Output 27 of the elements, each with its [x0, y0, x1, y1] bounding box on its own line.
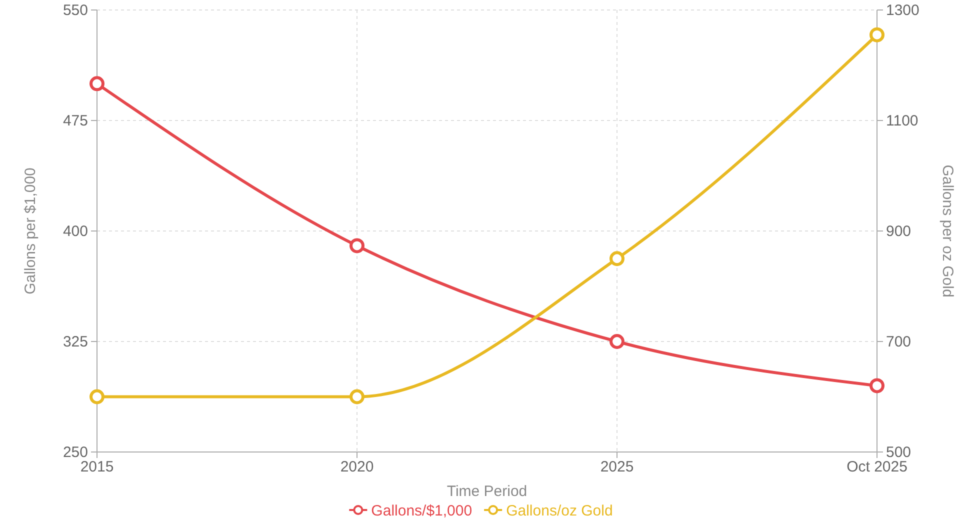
- point: [90, 389, 104, 404]
- point: [90, 76, 104, 92]
- point: [870, 27, 884, 42]
- point: [870, 378, 884, 394]
- y-tick-label: 325: [62, 333, 88, 350]
- y2-axis-title: Gallons per oz Gold: [939, 164, 956, 298]
- point: [350, 389, 364, 404]
- y-tick-label: 250: [62, 444, 88, 461]
- x-tick-label: Oct 2025: [846, 458, 908, 476]
- y-tick-label: 475: [62, 112, 88, 130]
- y-tick-label: 550: [62, 2, 88, 19]
- point: [610, 334, 624, 349]
- x-tick-label: 2015: [80, 458, 114, 476]
- y2-tick-label: 900: [886, 222, 912, 240]
- y2-tick-label: 1300: [886, 2, 920, 19]
- y2-tick-label: 1100: [886, 112, 918, 130]
- x-axis-title: Time Period: [446, 483, 528, 500]
- y-tick-label: 400: [62, 222, 88, 240]
- x-tick-label: 2020: [340, 458, 374, 476]
- legend-label: Gallons/oz Gold: [506, 502, 613, 520]
- legend-label: Gallons/$1,000: [371, 502, 472, 520]
- point: [350, 238, 364, 254]
- y2-tick-label: 700: [886, 333, 912, 350]
- y-axis-title: Gallons per $1,000: [22, 168, 39, 294]
- point: [610, 251, 624, 266]
- x-tick-label: 2025: [600, 458, 634, 476]
- y2-tick-label: 500: [886, 444, 912, 461]
